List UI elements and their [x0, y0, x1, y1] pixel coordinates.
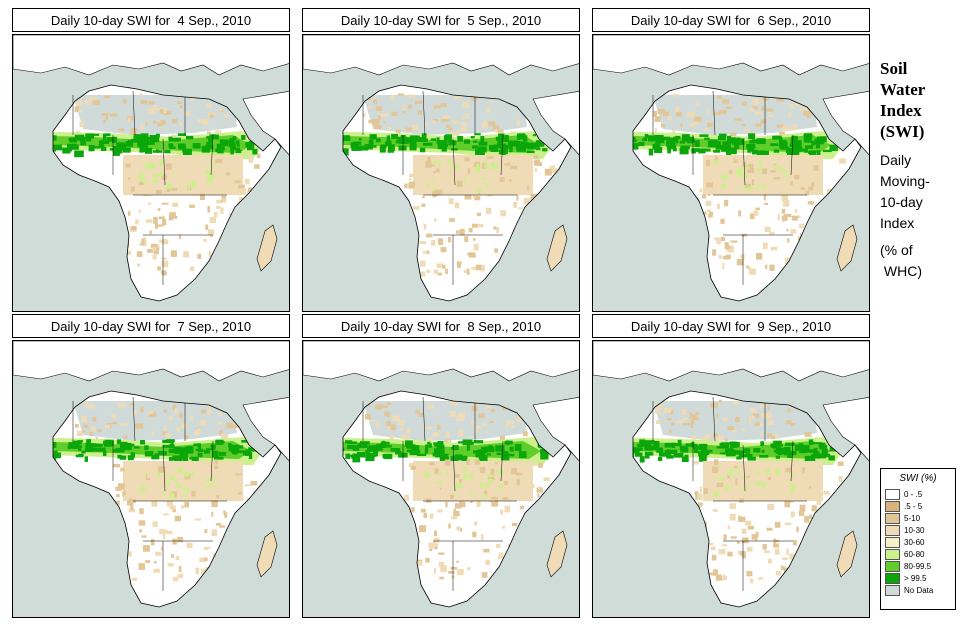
europe-land — [13, 341, 289, 382]
madagascar — [836, 224, 858, 272]
legend-swatch — [885, 512, 900, 524]
legend-swatch — [885, 584, 900, 596]
swi-field — [343, 399, 560, 586]
madagascar — [546, 530, 568, 578]
madagascar — [546, 224, 568, 272]
swi-field — [53, 93, 266, 276]
madagascar — [836, 530, 858, 578]
africa-map — [12, 34, 290, 312]
country-border — [162, 138, 166, 186]
country-border — [452, 138, 456, 186]
coastline — [632, 84, 862, 302]
africa-map — [592, 34, 870, 312]
swi-field — [633, 93, 848, 277]
legend-item: 5-10 — [885, 512, 951, 524]
europe-land — [13, 35, 289, 76]
legend-title: SWI (%) — [899, 473, 937, 484]
legend-item: No Data — [885, 584, 951, 596]
legend-item: 60-80 — [885, 548, 951, 560]
country-border — [712, 90, 716, 136]
map-panel-6: Daily 10-day SWI for 9 Sep., 2010 — [592, 314, 870, 618]
legend-item: .5 - 5 — [885, 500, 951, 512]
africa-map — [302, 34, 580, 312]
legend-label: 60-80 — [904, 549, 925, 559]
country-border — [500, 440, 504, 482]
legend-swatch — [885, 560, 900, 572]
map-svg — [593, 341, 869, 608]
madagascar — [256, 530, 278, 578]
index-unit: (% of WHC) — [880, 242, 922, 279]
coastline — [342, 84, 572, 302]
country-border — [500, 134, 504, 176]
legend-label: 30-60 — [904, 537, 925, 547]
legend-label: No Data — [904, 585, 934, 595]
map-title: Daily 10-day SWI for 5 Sep., 2010 — [302, 8, 580, 32]
map-title: Daily 10-day SWI for 8 Sep., 2010 — [302, 314, 580, 338]
map-svg — [303, 35, 579, 302]
legend-label: 5-10 — [904, 513, 921, 523]
europe-land — [593, 35, 869, 76]
legend-swatch — [885, 500, 900, 512]
country-border — [790, 440, 794, 482]
europe-land — [303, 35, 579, 76]
country-border — [422, 90, 426, 136]
legend-item: 30-60 — [885, 536, 951, 548]
map-svg — [13, 35, 289, 302]
legend-label: .5 - 5 — [904, 501, 923, 511]
country-border — [790, 134, 794, 176]
europe-land — [303, 341, 579, 382]
map-title: Daily 10-day SWI for 7 Sep., 2010 — [12, 314, 290, 338]
map-panel-3: Daily 10-day SWI for 6 Sep., 2010 — [592, 8, 870, 312]
map-panel-2: Daily 10-day SWI for 5 Sep., 2010 — [302, 8, 580, 312]
country-border — [132, 396, 136, 442]
map-title: Daily 10-day SWI for 9 Sep., 2010 — [592, 314, 870, 338]
legend-swatch — [885, 488, 900, 500]
map-panel-4: Daily 10-day SWI for 7 Sep., 2010 — [12, 314, 290, 618]
country-border — [422, 396, 426, 442]
coastline — [52, 84, 282, 302]
legend-item: > 99.5 — [885, 572, 951, 584]
europe-land — [593, 341, 869, 382]
country-border — [210, 440, 214, 482]
africa-map — [592, 340, 870, 618]
africa-map — [302, 340, 580, 618]
coastline — [342, 390, 572, 608]
country-border — [742, 138, 746, 186]
legend-label: 0 - .5 — [904, 489, 923, 499]
index-description: Daily Moving- 10-day Index — [880, 152, 930, 231]
legend-swatch — [885, 536, 900, 548]
map-panel-1: Daily 10-day SWI for 4 Sep., 2010 — [12, 8, 290, 312]
coastline — [52, 390, 282, 608]
coastline — [632, 390, 862, 608]
madagascar — [256, 224, 278, 272]
country-border — [452, 444, 456, 492]
map-svg — [593, 35, 869, 302]
map-svg — [13, 341, 289, 608]
africa-map — [12, 340, 290, 618]
legend-item: 0 - .5 — [885, 488, 951, 500]
map-svg — [303, 341, 579, 608]
country-border — [132, 90, 136, 136]
legend-swatch — [885, 572, 900, 584]
legend-item: 10-30 — [885, 524, 951, 536]
country-border — [742, 444, 746, 492]
legend-label: 10-30 — [904, 525, 925, 535]
legend-item: 80-99.5 — [885, 560, 951, 572]
swi-field — [343, 93, 558, 277]
legend: SWI (%) 0 - .5 .5 - 5 5-10 10-30 30-60 60-80 8… — [880, 468, 956, 610]
map-title: Daily 10-day SWI for 4 Sep., 2010 — [12, 8, 290, 32]
country-border — [210, 134, 214, 176]
legend-swatch — [885, 524, 900, 536]
legend-swatch — [885, 548, 900, 560]
country-border — [162, 444, 166, 492]
legend-label: > 99.5 — [904, 573, 927, 583]
map-title: Daily 10-day SWI for 6 Sep., 2010 — [592, 8, 870, 32]
legend-label: 80-99.5 — [904, 561, 932, 571]
index-title: Soil Water Index (SWI) — [880, 59, 926, 141]
map-panel-5: Daily 10-day SWI for 8 Sep., 2010 — [302, 314, 580, 618]
country-border — [712, 396, 716, 442]
